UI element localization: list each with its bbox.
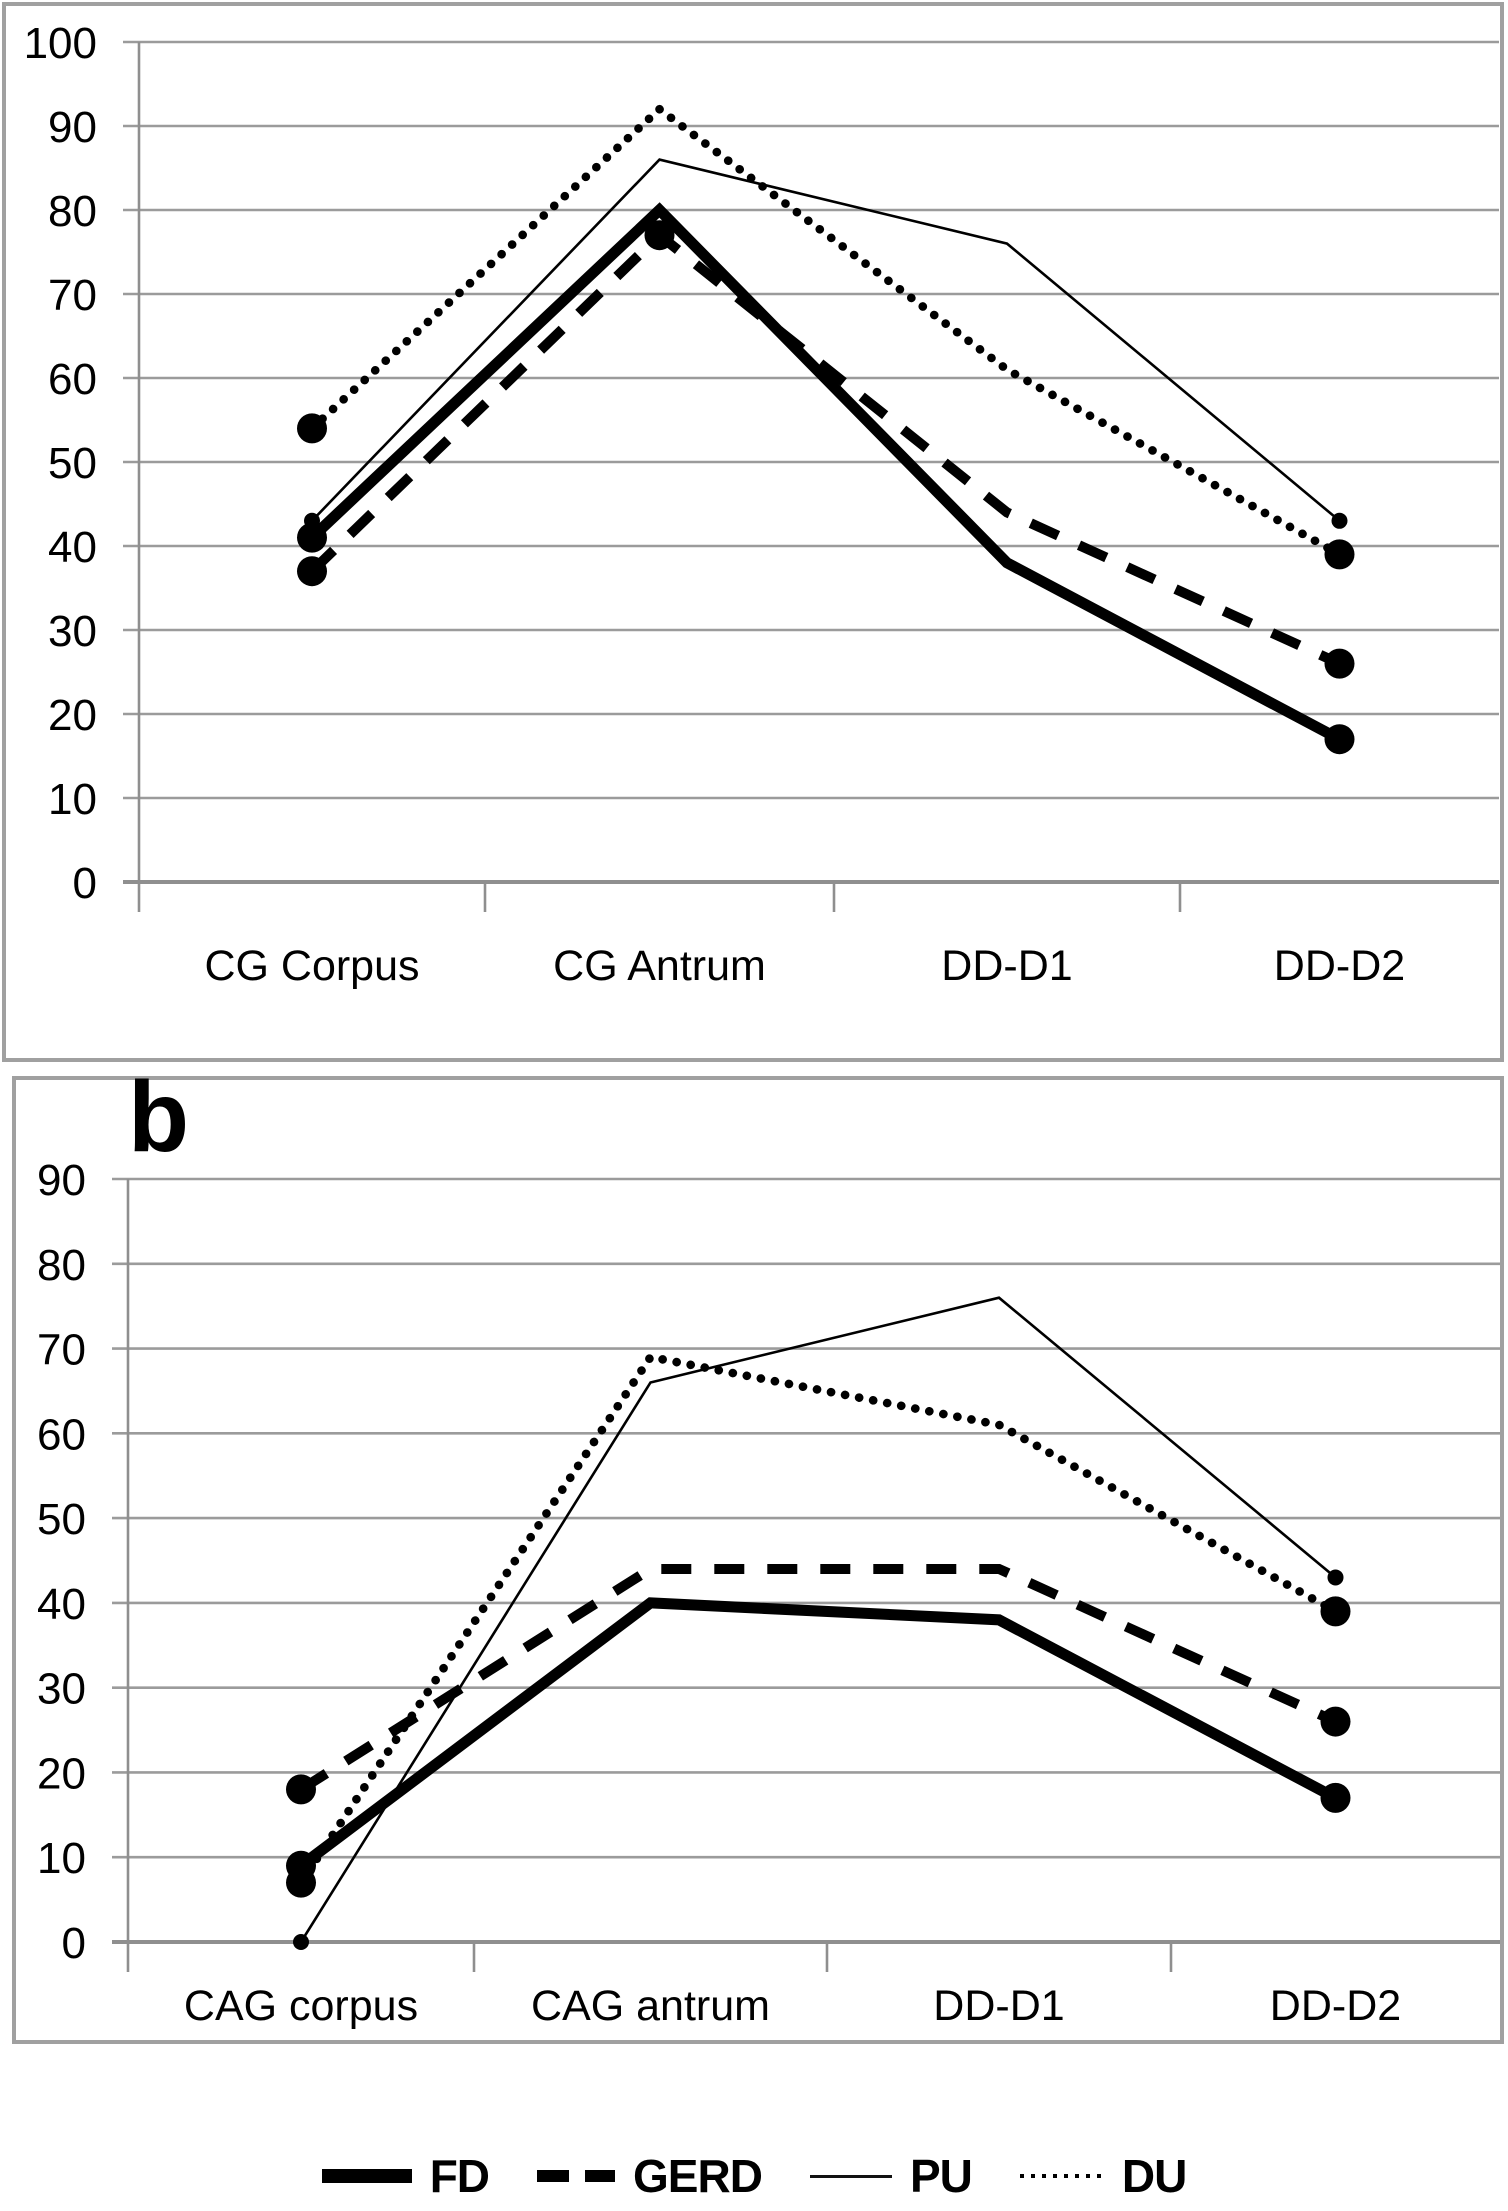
legend-swatch-fd-thick-line — [321, 2169, 412, 2183]
series-line-du — [296, 1352, 1340, 1887]
series-markers-fd — [297, 522, 1355, 755]
legend-label-du: DU — [1121, 2150, 1187, 2202]
series-line-fd — [297, 1597, 1339, 1871]
svg-text:70: 70 — [37, 1326, 86, 1375]
series-line-pu — [299, 1296, 1337, 1943]
legend-swatch-pu-thin-line — [809, 2174, 892, 2178]
svg-text:90: 90 — [48, 103, 97, 152]
svg-text:40: 40 — [48, 523, 97, 572]
svg-text:0: 0 — [73, 859, 97, 908]
series-line-gerd — [308, 228, 1342, 669]
series-markers-pu — [293, 1569, 1344, 1950]
svg-text:30: 30 — [48, 607, 97, 656]
series-line-du — [307, 103, 1344, 559]
legend-swatch-du-dotted-line — [1019, 2174, 1104, 2178]
series-markers-pu — [304, 512, 1348, 529]
legend-item-gerd: GERD — [537, 2149, 763, 2203]
gridlines — [123, 40, 1499, 884]
x-axis-category-labels: CAG corpus CAG antrum DD-D1 DD-D2 — [184, 1982, 1401, 2030]
legend-label-gerd: GERD — [633, 2150, 763, 2202]
series-line-fd — [308, 202, 1343, 745]
svg-text:DD-D1: DD-D1 — [933, 1982, 1064, 2030]
svg-text:DD-D2: DD-D2 — [1270, 1982, 1401, 2030]
series-markers-fd — [286, 1782, 1351, 1881]
series-line-gerd — [298, 1563, 1338, 1794]
chart-panel-a: 0 10 20 30 40 50 60 70 80 90 100 CG Corpus CG Antrum… — [2, 2, 1504, 1062]
y-axis-tick-labels: 0 10 20 30 40 50 60 70 80 90 100 — [24, 19, 97, 908]
y-axis-tick-labels: 0 10 20 30 40 50 60 70 80 90 — [37, 1156, 86, 1968]
svg-text:10: 10 — [48, 775, 97, 824]
svg-text:30: 30 — [37, 1665, 86, 1714]
axes — [137, 42, 1182, 912]
axes — [126, 1179, 1173, 1972]
svg-text:50: 50 — [37, 1495, 86, 1544]
svg-text:90: 90 — [37, 1156, 86, 1205]
svg-text:20: 20 — [37, 1749, 86, 1798]
panel-b-label: b — [128, 1061, 189, 1173]
legend-swatch-gerd-dashed-line — [537, 2170, 616, 2182]
svg-text:DD-D2: DD-D2 — [1274, 942, 1405, 990]
svg-text:60: 60 — [37, 1410, 86, 1459]
legend-label-fd: FD — [429, 2150, 490, 2202]
svg-text:100: 100 — [24, 19, 97, 68]
series-line-pu — [311, 158, 1341, 522]
svg-text:CG Antrum: CG Antrum — [553, 942, 766, 990]
chart-a-canvas: 0 10 20 30 40 50 60 70 80 90 100 CG Corpus CG Antrum… — [24, 19, 1499, 990]
svg-text:0: 0 — [62, 1919, 86, 1968]
series-markers-du — [297, 413, 1355, 570]
svg-text:50: 50 — [48, 439, 97, 488]
series-markers-du — [286, 1596, 1351, 1898]
svg-text:80: 80 — [48, 187, 97, 236]
x-axis-category-labels: CG Corpus CG Antrum DD-D1 DD-D2 — [204, 942, 1405, 990]
series-markers-gerd — [297, 220, 1355, 679]
legend-item-fd: FD — [321, 2149, 490, 2203]
svg-text:CAG antrum: CAG antrum — [531, 1982, 770, 2030]
svg-text:DD-D1: DD-D1 — [941, 942, 1072, 990]
series-markers-gerd — [286, 1706, 1351, 1805]
svg-text:60: 60 — [48, 355, 97, 404]
svg-text:20: 20 — [48, 691, 97, 740]
legend-item-du: DU — [1019, 2149, 1187, 2203]
svg-text:CG Corpus: CG Corpus — [204, 942, 419, 990]
chart-b-canvas: 0 10 20 30 40 50 60 70 80 90 CAG corpus CAG antrum D… — [37, 1156, 1500, 2030]
chart-legend: FD GERD PU DU — [0, 2146, 1508, 2206]
legend-label-pu: PU — [909, 2150, 973, 2202]
svg-text:80: 80 — [37, 1241, 86, 1290]
svg-text:70: 70 — [48, 271, 97, 320]
svg-text:10: 10 — [37, 1834, 86, 1883]
legend-item-pu: PU — [809, 2149, 973, 2203]
svg-text:40: 40 — [37, 1580, 86, 1629]
svg-text:CAG corpus: CAG corpus — [184, 1982, 418, 2030]
gridlines — [112, 1177, 1500, 1944]
chart-panel-b: 0 10 20 30 40 50 60 70 80 90 CAG corpus CAG antrum D… — [12, 1076, 1504, 2044]
